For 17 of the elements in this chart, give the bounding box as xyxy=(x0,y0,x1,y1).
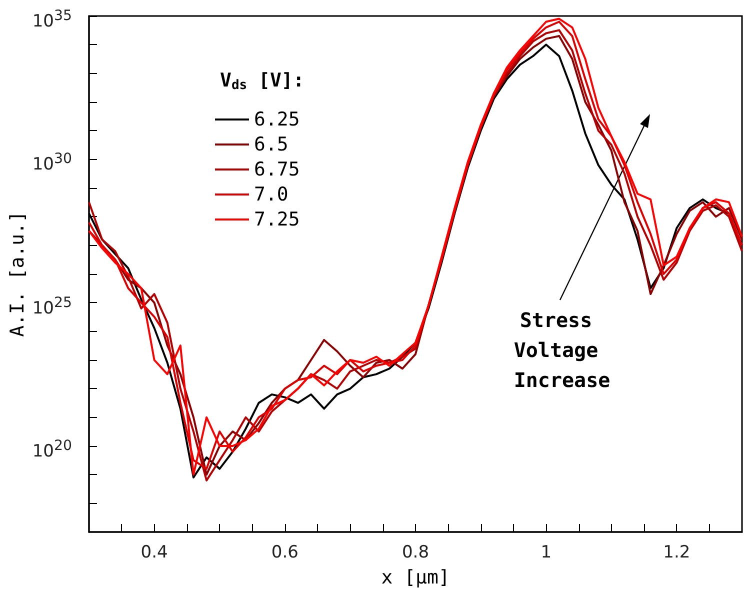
x-axis-title: x [μm] xyxy=(381,566,450,588)
legend-label: 7.0 xyxy=(254,184,288,206)
x-tick-label: 1.2 xyxy=(663,542,690,562)
y-tick-label: 10$^{35}$ xyxy=(32,7,72,34)
x-tick-label: 0.6 xyxy=(271,542,298,562)
x-tick-label: 1 xyxy=(540,542,552,562)
x-tick-label: 0.4 xyxy=(140,542,168,562)
x-tick-label: 0.8 xyxy=(402,542,430,562)
y-axis-title: A.I. [a.u.] xyxy=(6,211,28,337)
legend-label: 7.25 xyxy=(254,208,300,230)
y-tick-label: 10$^{25}$ xyxy=(32,294,72,320)
y-tick-label: 10$^{30}$ xyxy=(32,150,72,177)
legend-label: 6.25 xyxy=(254,108,300,130)
legend-label: 6.5 xyxy=(254,134,288,156)
annotation: Stress Voltage Increase xyxy=(514,308,610,392)
legend-label: 6.75 xyxy=(254,158,300,180)
y-tick-label: 10$^{20}$ xyxy=(32,437,72,464)
